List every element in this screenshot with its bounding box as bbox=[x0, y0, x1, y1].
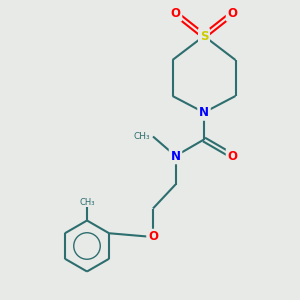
Text: O: O bbox=[170, 7, 181, 20]
Text: S: S bbox=[200, 29, 208, 43]
Text: O: O bbox=[227, 7, 238, 20]
Text: N: N bbox=[170, 149, 181, 163]
Text: O: O bbox=[227, 149, 238, 163]
Text: N: N bbox=[199, 106, 209, 119]
Text: CH₃: CH₃ bbox=[134, 132, 151, 141]
Text: O: O bbox=[148, 230, 158, 244]
Text: CH₃: CH₃ bbox=[79, 198, 95, 207]
